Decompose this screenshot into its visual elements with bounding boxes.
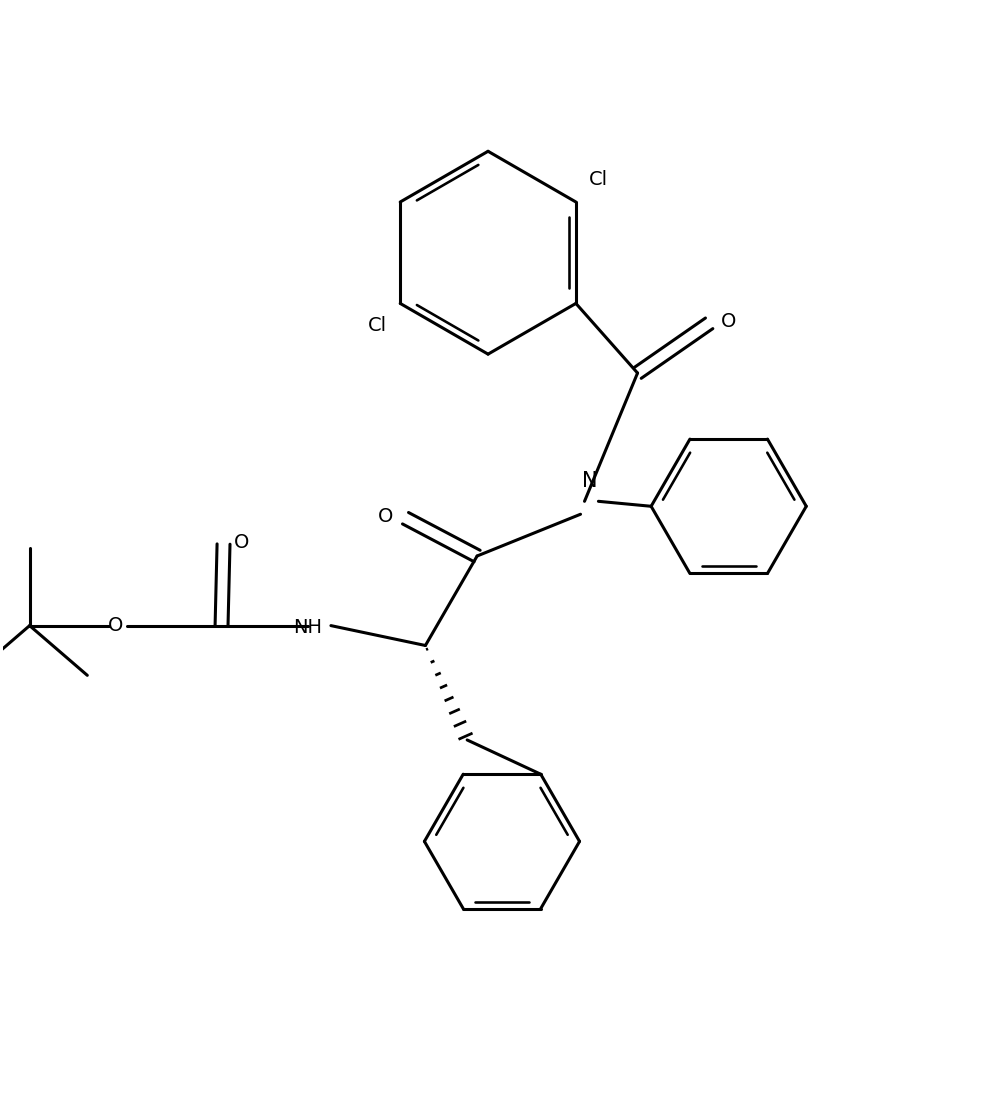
Text: Cl: Cl <box>588 170 608 189</box>
Text: O: O <box>234 533 248 552</box>
Text: Cl: Cl <box>368 316 388 335</box>
Text: N: N <box>581 472 597 491</box>
Text: NH: NH <box>293 618 322 637</box>
Text: O: O <box>107 617 123 636</box>
Text: O: O <box>378 506 394 525</box>
Text: O: O <box>721 312 737 331</box>
